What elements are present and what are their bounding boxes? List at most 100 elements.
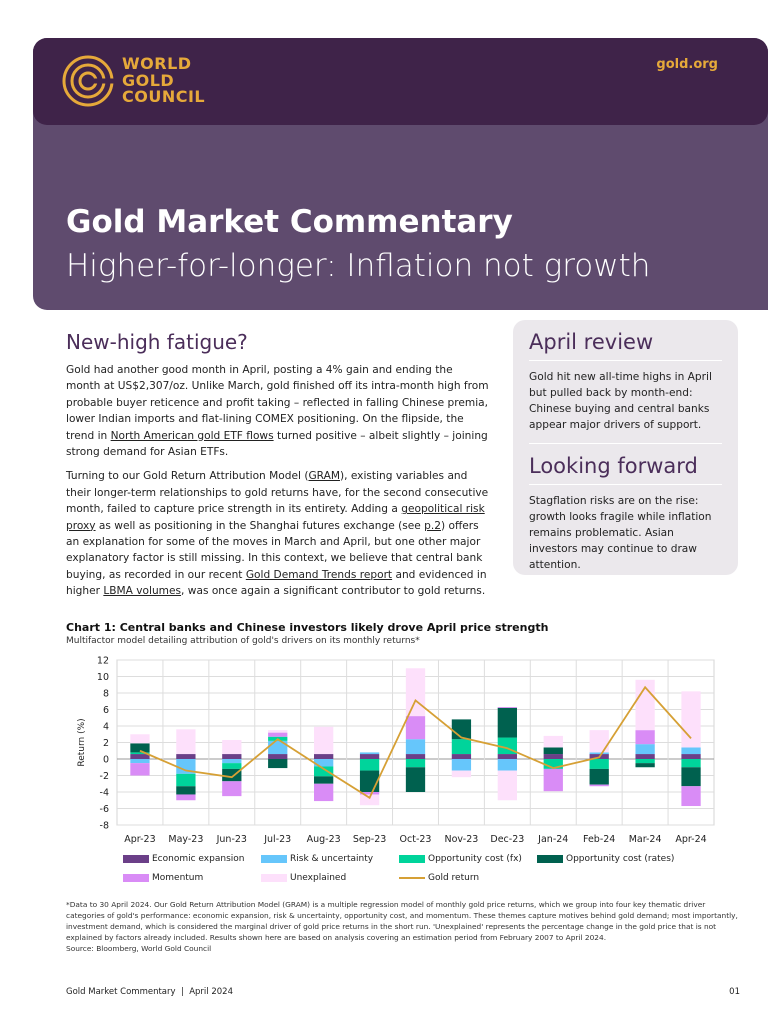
footer-text: Gold Market Commentary | April 2024	[66, 987, 233, 997]
text-run: , was once again a significant contribut…	[181, 585, 486, 598]
bar-segment	[176, 754, 196, 759]
legend-swatch	[399, 855, 425, 863]
bar-segment	[405, 668, 426, 717]
x-tick-label: Sep-23	[353, 834, 386, 845]
y-tick-label: -4	[100, 788, 109, 799]
legend-swatch	[261, 874, 287, 882]
bar-segment	[405, 754, 426, 759]
bar-segment	[176, 794, 196, 801]
bar-segment	[314, 726, 334, 755]
legend-item: Unexplained	[261, 873, 346, 883]
bar-segment	[681, 691, 701, 748]
bar-segment	[176, 759, 196, 774]
y-tick-label: 12	[97, 656, 109, 667]
world-gold-council-logo[interactable]: WORLD GOLD COUNCIL	[62, 55, 205, 107]
sidebar-box: April review Gold hit new all-time highs…	[513, 320, 738, 575]
bar-segment	[222, 740, 242, 755]
legend-item: Momentum	[123, 873, 203, 883]
bar-segment	[405, 739, 426, 755]
bar-segment	[543, 735, 563, 748]
legend-swatch	[261, 855, 287, 863]
bar-segment	[635, 759, 655, 764]
sidebar-heading: April review	[529, 330, 722, 361]
source-text: Source: Bloomberg, World Gold Council	[66, 944, 212, 953]
y-tick-label: 0	[103, 755, 109, 766]
legend-item: Economic expansion	[123, 854, 244, 864]
site-link[interactable]: gold.org	[656, 57, 718, 72]
chart-title: Chart 1: Central banks and Chinese inves…	[66, 621, 549, 634]
x-tick-label: Aug-23	[307, 834, 341, 845]
y-axis-label: Return (%)	[77, 718, 87, 766]
inline-link[interactable]: GRAM	[308, 470, 340, 483]
bar-segment	[543, 754, 563, 759]
bar-segment	[176, 773, 196, 787]
page-subtitle: Higher-for-longer: Inflation not growth	[66, 248, 651, 284]
x-tick-label: Jun-23	[216, 834, 247, 845]
bar-segment	[222, 768, 242, 782]
bar-segment	[222, 754, 242, 759]
bar-segment	[451, 719, 472, 740]
bar-segment	[268, 759, 288, 769]
legend-label: Risk & uncertainty	[290, 854, 374, 864]
bar-segment	[451, 754, 472, 759]
stacked-bar-chart: 12 10 8 6 4 2 0 -2 -4 -6 -8 Return (%) Apr-23 May-23 J…	[77, 656, 715, 845]
text-run: Gold had another good month in April, po…	[66, 364, 489, 442]
legend-label: Unexplained	[290, 873, 347, 883]
bar-segment	[176, 729, 196, 755]
x-tick-label: Jul-23	[263, 834, 291, 845]
page-title: Gold Market Commentary	[66, 204, 513, 240]
bar-segment	[589, 730, 609, 753]
bar-segment	[589, 784, 609, 787]
inline-link[interactable]: p.2	[424, 519, 441, 532]
legend-swatch	[537, 855, 563, 863]
bar-segment	[543, 768, 563, 792]
bar-segment	[314, 783, 334, 802]
bar-segment	[268, 754, 288, 759]
y-tick-label: -2	[100, 771, 109, 782]
text-run: and evidenced in higher	[66, 568, 487, 598]
bar-segment	[130, 763, 150, 776]
x-tick-label: Oct-23	[400, 834, 432, 845]
inline-link[interactable]: North American gold ETF flows	[110, 429, 274, 442]
bar-segment	[497, 707, 517, 708]
inline-link[interactable]: geopolitical risk proxy	[66, 503, 485, 532]
footnote-text: *Data to 30 April 2024. Our Gold Return …	[66, 900, 738, 942]
bar-segment	[359, 770, 380, 792]
bar-segment	[681, 786, 701, 807]
x-tick-label: Feb-24	[583, 834, 615, 845]
bar-segment	[589, 759, 609, 769]
x-tick-label: Nov-23	[445, 834, 479, 845]
bar-segment	[222, 763, 242, 769]
bar-segment	[130, 743, 150, 753]
bar-segment	[405, 767, 426, 792]
text-run: turned positive – albeit slightly – join…	[66, 429, 488, 459]
bar-segment	[359, 754, 380, 759]
sidebar-text: Gold hit new all-time highs in April but…	[529, 369, 722, 444]
bar-segment	[589, 768, 609, 785]
paragraph: Gold had another good month in April, po…	[66, 362, 490, 460]
inline-link[interactable]: LBMA volumes	[103, 585, 182, 598]
text-run: ) offers an explanation for some of the …	[66, 519, 483, 581]
bar-segment	[130, 759, 150, 764]
logo-text: WORLD GOLD COUNCIL	[122, 56, 205, 106]
bar-segment	[359, 759, 380, 771]
bar-segment	[130, 752, 150, 755]
x-tick-label: Dec-23	[490, 834, 524, 845]
footnote: *Data to 30 April 2024. Our Gold Return …	[66, 899, 746, 954]
y-tick-label: 6	[103, 705, 109, 716]
text-run: as well as positioning in the Shanghai f…	[95, 519, 425, 532]
text-run: Turning to our Gold Return Attribution M…	[66, 470, 309, 483]
bar-segment	[589, 752, 609, 755]
legend-item: Gold return	[399, 873, 479, 883]
bar-segment	[497, 770, 517, 801]
inline-link[interactable]: Gold Demand Trends report	[245, 568, 393, 581]
legend-swatch	[123, 874, 149, 882]
bar-segment	[405, 759, 426, 768]
logo-line: GOLD	[122, 70, 175, 90]
top-bar: WORLD GOLD COUNCIL gold.org	[33, 38, 768, 125]
bar-segment	[543, 759, 563, 769]
bar-segment	[130, 754, 150, 759]
bar-segment	[222, 759, 242, 764]
bar-segment	[314, 754, 334, 759]
bar-segment	[268, 732, 288, 737]
